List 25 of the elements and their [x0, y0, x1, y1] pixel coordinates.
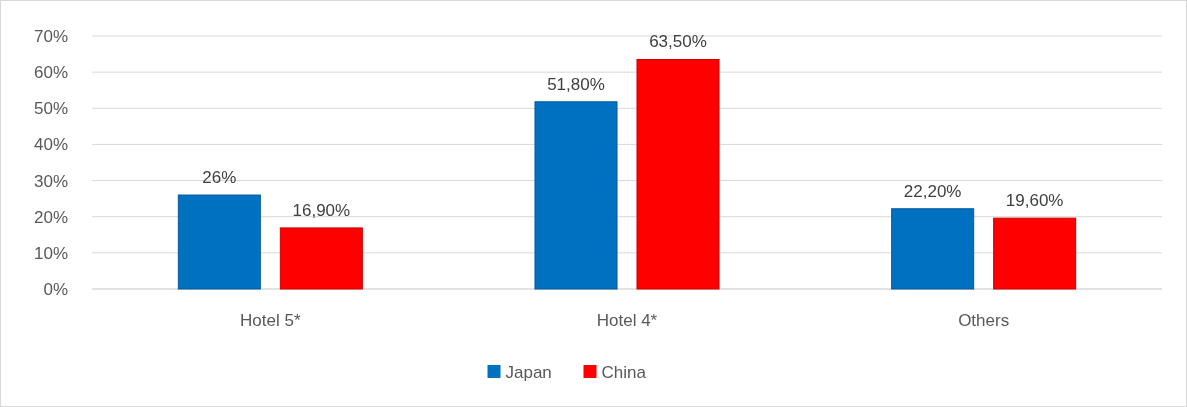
- y-tick-label: 70%: [33, 26, 68, 46]
- y-tick-label: 60%: [33, 63, 68, 83]
- data-label: 19,60%: [1005, 191, 1064, 211]
- data-label: 51,80%: [547, 74, 605, 94]
- bar: [891, 208, 975, 290]
- data-label: 22,20%: [903, 181, 962, 201]
- bar: [993, 217, 1077, 290]
- x-tick-label: Others: [958, 311, 1010, 330]
- legend-label: China: [601, 362, 647, 382]
- bar: [534, 101, 618, 290]
- bar: [177, 194, 261, 290]
- y-tick-label: 10%: [33, 243, 68, 263]
- y-tick-label: 20%: [33, 207, 68, 227]
- legend-label: Japan: [505, 362, 552, 382]
- data-label: 63,50%: [649, 32, 707, 52]
- data-label: 16,90%: [292, 200, 351, 220]
- bar: [636, 58, 720, 290]
- y-tick-label: 50%: [33, 99, 68, 119]
- bar: [279, 227, 363, 290]
- x-tick-label: Hotel 5*: [240, 311, 301, 330]
- x-tick-label: Hotel 4*: [596, 311, 658, 330]
- y-tick-label: 40%: [33, 135, 68, 155]
- y-tick-label: 30%: [33, 171, 68, 191]
- y-tick-label: 0%: [43, 279, 68, 299]
- data-label: 26%: [202, 168, 237, 188]
